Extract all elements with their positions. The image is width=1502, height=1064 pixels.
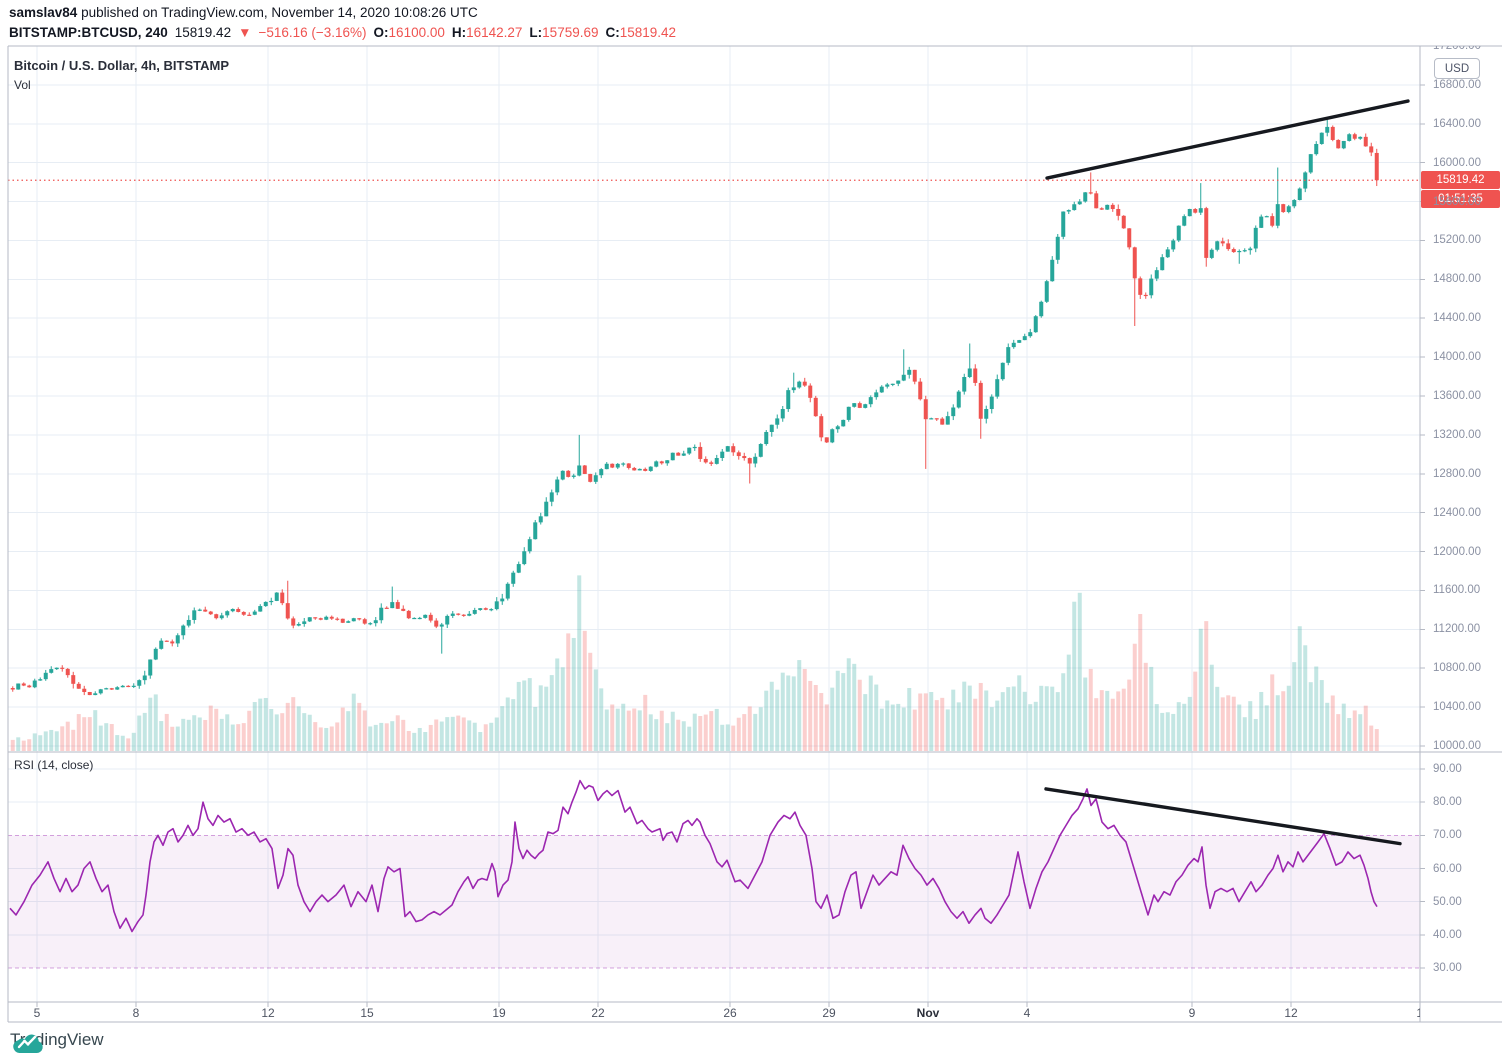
low-label: L: [529, 25, 543, 40]
axis-tick-label: 10000.00 [1433, 740, 1481, 752]
close-value: 15819.42 [619, 25, 677, 40]
candlestick-series [10, 119, 1379, 696]
rsi-legend[interactable]: RSI (14, close) [14, 758, 94, 772]
axis-tick-label: 17200.00 [1433, 46, 1481, 52]
axis-tick-label: 10400.00 [1433, 701, 1481, 714]
axis-tick-label: 15600.00 [1433, 195, 1481, 208]
time-axis-label: 5 [33, 1006, 41, 1020]
symbol-info-bar: BITSTAMP:BTCUSD, 240 15819.42 ▼ −516.16 … [9, 25, 676, 40]
axis-tick-label: 11600.00 [1433, 584, 1481, 597]
pane-borders [7, 45, 1502, 1023]
axis-tick-label: 12000.00 [1433, 545, 1481, 558]
time-axis-label: 12 [261, 1006, 275, 1020]
axis-tick-label: 60.00 [1433, 862, 1462, 875]
high-label: H: [451, 25, 467, 40]
low-value: 15759.69 [542, 25, 599, 40]
time-axis-label: Nov [916, 1006, 940, 1020]
axis-tick-label: 13600.00 [1433, 390, 1481, 402]
volume-series [10, 575, 1379, 751]
time-axis-label: 29 [822, 1006, 836, 1020]
time-axis-label: 22 [591, 1006, 605, 1020]
bar-countdown-badge: 01:51:35 [1421, 190, 1500, 209]
tradingview-logo-icon[interactable] [10, 1030, 46, 1056]
last-price-value: 15819.42 [174, 25, 232, 40]
axis-tick-label: 14000.00 [1433, 351, 1481, 364]
down-arrow-icon: ▼ [238, 25, 252, 40]
time-axis-label: 26 [723, 1006, 737, 1020]
last-price-badge: 15819.42 [1421, 171, 1500, 190]
time-axis-label: 4 [1023, 1006, 1031, 1020]
axis-tick-label: 70.00 [1433, 829, 1462, 842]
axis-tick-label: 15200.00 [1433, 234, 1481, 247]
axis-tick-label: 12400.00 [1433, 506, 1481, 519]
price-change: −516.16 (−3.16%) [258, 25, 367, 40]
time-axis-label: 9 [1188, 1006, 1196, 1020]
open-value: 16100.00 [388, 25, 445, 40]
axis-tick-label: 80.00 [1433, 796, 1462, 809]
time-axis-label: 8 [132, 1006, 140, 1020]
byline-username: samslav84 [9, 5, 78, 20]
time-axis-label: 15 [360, 1006, 374, 1020]
axis-tick-label: 40.00 [1433, 928, 1462, 941]
axis-tick-label: 16400.00 [1433, 117, 1481, 130]
high-value: 16142.27 [466, 25, 523, 40]
grid-layer [8, 45, 1420, 1002]
open-label: O: [373, 25, 389, 40]
symbol-title: BITSTAMP:BTCUSD, 240 [9, 25, 168, 40]
rsi-plot [9, 779, 1378, 933]
byline: samslav84 published on TradingView.com, … [9, 5, 478, 20]
currency-button[interactable]: USD [1434, 58, 1480, 79]
axis-tick-label: 30.00 [1433, 962, 1462, 974]
close-label: C: [605, 25, 620, 40]
open-group: O:16100.00 [374, 25, 445, 40]
byline-rest: published on TradingView.com, November 1… [77, 5, 478, 20]
time-axis-label: 12 [1284, 1006, 1298, 1020]
close-group: C:15819.42 [605, 25, 676, 40]
axis-tick-label: 90.00 [1433, 763, 1462, 775]
rsi-trendline [1044, 787, 1402, 846]
axis-tick-label: 16000.00 [1433, 156, 1481, 169]
rsi-band [8, 834, 1420, 969]
axis-tick-label: 50.00 [1433, 895, 1462, 908]
axis-tick-label: 16800.00 [1433, 78, 1481, 91]
high-group: H:16142.27 [452, 25, 523, 40]
axis-tick-label: 12800.00 [1433, 467, 1481, 480]
volume-legend[interactable]: Vol [14, 78, 31, 92]
time-axis-label: 19 [492, 1006, 506, 1020]
axis-tick-label: 14400.00 [1433, 312, 1481, 325]
axis-tick-label: 10800.00 [1433, 662, 1481, 675]
axis-tick-label: 11200.00 [1433, 623, 1481, 636]
price-trendline [1045, 99, 1410, 180]
axis-tick-label: 13200.00 [1433, 428, 1481, 441]
low-group: L:15759.69 [529, 25, 598, 40]
price-axis[interactable]: USD 15819.42 01:51:35 17200.00 16800.00 16… [1420, 46, 1502, 1022]
time-axis-label: 16 [1416, 1006, 1420, 1020]
axis-tick-label: 14800.00 [1433, 273, 1481, 286]
chart-legend-title[interactable]: Bitcoin / U.S. Dollar, 4h, BITSTAMP [14, 58, 230, 73]
time-axis[interactable]: 5 8 12 15 19 22 26 29 Nov 4 9 12 16 [0, 1002, 1420, 1022]
footer-branding: TradingView [10, 1030, 104, 1054]
